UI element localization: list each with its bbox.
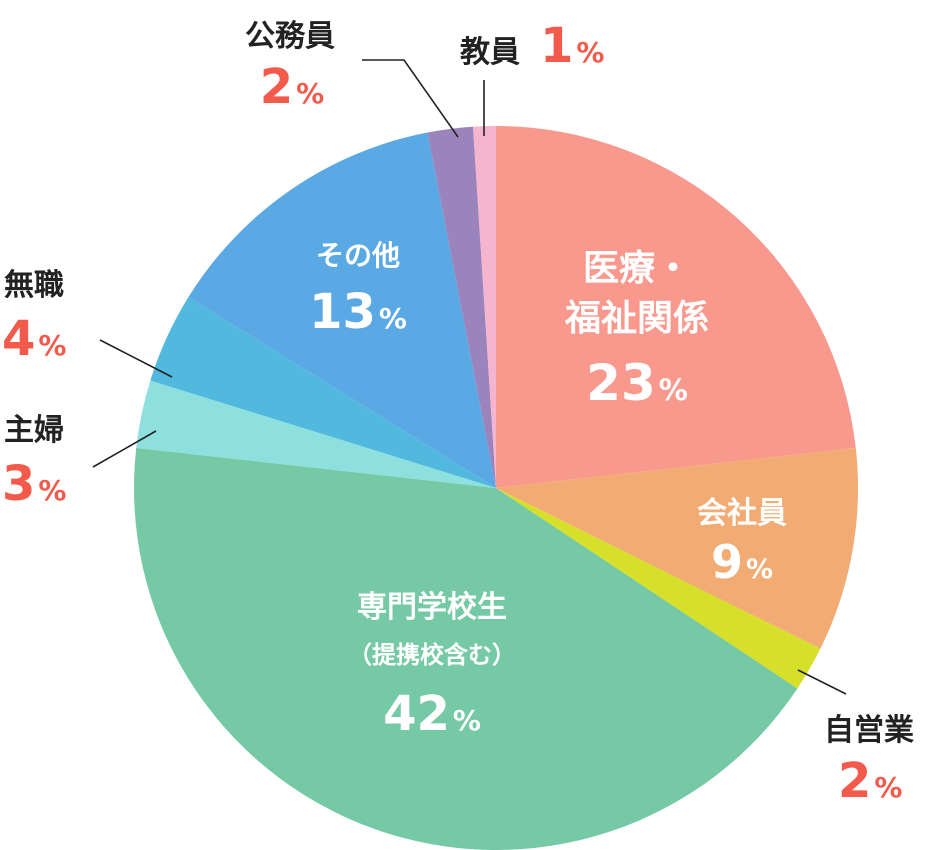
pie-slice-8 <box>473 126 496 488</box>
leader-line-5 <box>99 339 173 378</box>
pie-slice-7 <box>427 126 496 488</box>
slice-label-8: 教員 <box>460 35 520 70</box>
pie-slice-0 <box>496 126 856 488</box>
slice-value-6: 13% <box>309 284 407 340</box>
slice-label-4: 主婦 <box>4 413 64 448</box>
leader-line-2 <box>797 669 847 695</box>
pie-slice-1 <box>496 447 859 649</box>
pie-slice-5 <box>150 297 497 488</box>
pie-slice-2 <box>496 488 821 689</box>
slice-label-0-0: 医療・ <box>583 248 691 289</box>
leader-line-7 <box>362 59 459 138</box>
pie-slice-4 <box>136 380 496 488</box>
pie-slice-3 <box>134 447 798 850</box>
slice-label-3-1: （提携校含む） <box>348 641 516 669</box>
pie-slice-6 <box>188 132 496 488</box>
slice-label-0-1: 福祉関係 <box>564 298 709 339</box>
slice-label-6-0: その他 <box>316 239 400 272</box>
slice-value-0: 23% <box>586 354 688 412</box>
slice-label-1-0: 会社員 <box>697 496 787 531</box>
slice-value-5: 4% <box>2 311 66 367</box>
slice-value-8: 1% <box>540 18 604 74</box>
slice-value-7: 2% <box>260 59 324 115</box>
slice-value-1: 9% <box>711 535 773 589</box>
slice-value-2: 2% <box>838 753 902 809</box>
slice-label-2: 自営業 <box>824 713 914 748</box>
slice-value-4: 3% <box>2 456 66 512</box>
leader-line-4 <box>92 430 157 468</box>
slice-label-7: 公務員 <box>245 19 335 54</box>
slice-value-3: 42% <box>383 686 481 742</box>
slice-label-3-0: 専門学校生 <box>357 590 507 625</box>
slice-label-5: 無職 <box>4 268 64 303</box>
